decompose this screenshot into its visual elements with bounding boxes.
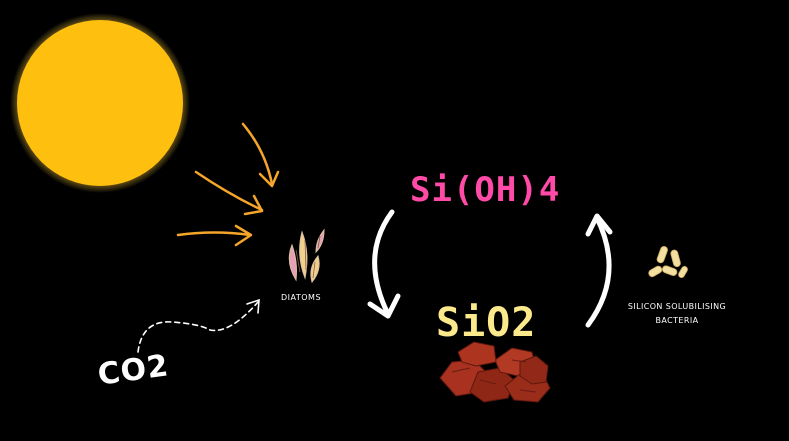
diatom-icon bbox=[288, 228, 325, 284]
sunlight-arrow-3 bbox=[176, 231, 252, 237]
sunlight-arrow-2 bbox=[194, 170, 264, 212]
sun-icon bbox=[10, 13, 190, 193]
rock-pile-icon bbox=[439, 341, 551, 403]
sunlight-arrow-2-head bbox=[243, 194, 264, 216]
co2-dashed-arrow bbox=[137, 298, 260, 353]
sunlight-arrow-1 bbox=[241, 122, 274, 186]
sioh4-label: Si(OH)4 bbox=[410, 170, 561, 210]
cycle-arrow-down bbox=[367, 209, 401, 319]
sunlight-arrow-1-head bbox=[258, 170, 280, 188]
bacteria-label: SILICON SOLUBILISING BACTERIA bbox=[627, 302, 727, 325]
sunlight-arrow-3-head bbox=[234, 224, 253, 247]
sunlight-arrows bbox=[176, 122, 280, 247]
diatoms-label: DIATOMS bbox=[281, 293, 322, 302]
cycle-arrow-up bbox=[585, 213, 613, 328]
sio2-label: SiO2 bbox=[436, 300, 537, 346]
bacteria-icon bbox=[648, 246, 688, 278]
